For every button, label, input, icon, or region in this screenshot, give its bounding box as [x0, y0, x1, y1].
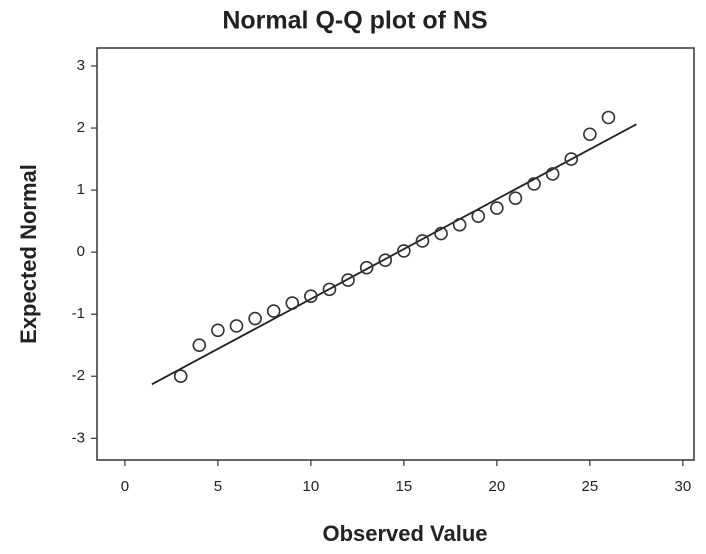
point [173, 369, 188, 384]
x-tick-label: 25 [582, 478, 599, 495]
x-tick-label: 10 [303, 478, 320, 495]
point [452, 218, 467, 232]
x-tick-label: 15 [396, 478, 413, 495]
point [211, 323, 225, 338]
point [415, 234, 430, 248]
point [545, 167, 560, 181]
point [378, 253, 393, 268]
point [490, 201, 504, 215]
y-tick-label: -3 [72, 429, 85, 446]
plot-frame [96, 47, 695, 461]
x-tick-label: 20 [489, 478, 506, 495]
point [266, 304, 281, 318]
y-tick-label: -2 [72, 367, 85, 384]
point [248, 311, 262, 326]
y-tick-label: 3 [77, 57, 85, 74]
y-axis-label: Expected Normal [16, 164, 41, 344]
point [508, 191, 523, 205]
point [471, 209, 486, 223]
reference-line [151, 123, 637, 386]
x-tick-label: 5 [214, 478, 222, 495]
point [583, 127, 597, 142]
chart-title: Normal Q-Q plot of NS [222, 7, 487, 35]
y-tick-label: -1 [72, 305, 85, 322]
x-tick-label: 0 [121, 478, 129, 495]
point [359, 260, 374, 275]
point [397, 244, 411, 258]
y-tick-label: 2 [77, 119, 85, 136]
point [601, 110, 616, 125]
point [285, 296, 300, 310]
point [341, 273, 355, 287]
x-tick-label: 30 [674, 478, 691, 495]
point [434, 226, 448, 241]
point [322, 282, 337, 297]
point [192, 338, 207, 353]
point [304, 289, 318, 303]
point [564, 152, 579, 166]
y-tick-label: 1 [77, 181, 85, 198]
point [229, 319, 244, 333]
y-tick-label: 0 [77, 243, 85, 260]
x-axis-label: Observed Value [322, 521, 487, 546]
point [527, 177, 541, 191]
